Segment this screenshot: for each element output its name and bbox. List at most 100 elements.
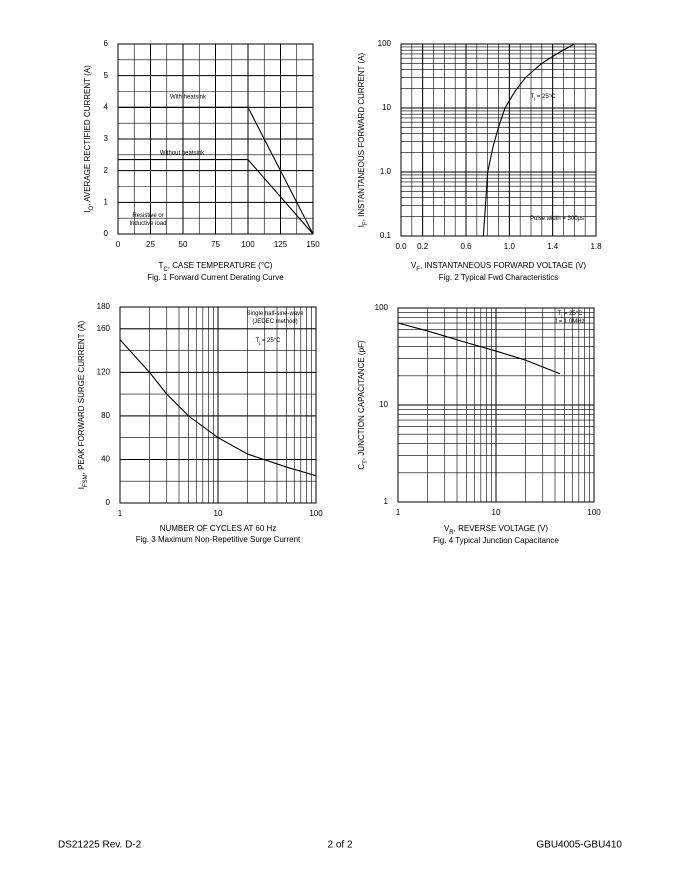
x-axis-label: VR, REVERSE VOLTAGE (V): [444, 524, 548, 535]
annotation: (JEDEC method): [252, 319, 297, 325]
x-tick-label: 10: [214, 509, 223, 518]
curve: [397, 322, 561, 375]
annotation-part: Single half-sine-wave: [246, 311, 304, 317]
curve: [118, 106, 314, 235]
series-label: Without heatsink: [160, 151, 205, 157]
x-tick-label: 150: [306, 240, 320, 249]
x-axis-label-part: , REVERSE VOLTAGE (V): [454, 524, 549, 533]
x-axis-label-part: F: [416, 267, 420, 273]
x-tick-label: 75: [211, 240, 220, 249]
y-axis-label-part: F: [363, 221, 369, 225]
y-tick-label: 6: [104, 39, 109, 48]
plot-frame: [400, 43, 597, 237]
annotation-part: Pulse width = 300µs: [530, 216, 584, 222]
plot-frame: [397, 307, 595, 503]
y-tick-label: 1: [384, 497, 389, 506]
y-axis-label-part: , PEAK FORWARD SURGE CURRENT (A): [77, 320, 86, 474]
y-tick-label: 120: [97, 367, 111, 376]
x-tick-label: 1.0: [504, 242, 516, 251]
y-axis-label-part: , INSTANTANEOUS FORWARD CURRENT (A): [357, 52, 366, 221]
y-tick-label: 80: [101, 411, 110, 420]
y-axis-label: IO, AVERAGE RECTIFIED CURRENT (A): [83, 65, 94, 213]
x-axis-label-part: , INSTANTANEOUS FORWARD VOLTAGE (V): [420, 261, 586, 270]
y-axis-label-part: , AVERAGE RECTIFIED CURRENT (A): [83, 65, 92, 206]
y-axis-label-part: T: [363, 460, 369, 464]
y-axis-label-part: I: [357, 225, 366, 227]
curve: [482, 43, 575, 237]
y-tick-label: 180: [97, 302, 111, 311]
y-tick-label: 0: [106, 498, 111, 507]
footer-doc: DS21225 Rev. D-2: [58, 840, 142, 851]
plot-frame: [119, 306, 317, 504]
annotation: Tj = 25°C: [256, 338, 282, 345]
annotation-part: T: [256, 338, 260, 344]
y-tick-label: 2: [104, 166, 109, 175]
x-axis-label-part: NUMBER OF CYCLES AT 60 Hz: [160, 524, 277, 533]
y-axis-label: IFSM, PEAK FORWARD SURGE CURRENT (A): [77, 320, 88, 489]
figure-caption: Fig. 2 Typical Fwd Characteristics: [439, 273, 558, 282]
x-axis-label: TC, CASE TEMPERATURE (°C): [159, 261, 273, 272]
annotation: Inductive load: [129, 221, 166, 227]
y-tick-label: 0.1: [380, 231, 392, 240]
y-tick-label: 10: [382, 103, 391, 112]
annotation: Resistive or: [132, 213, 163, 219]
y-tick-label: 100: [378, 39, 392, 48]
x-axis-label-part: V: [444, 524, 450, 533]
curve: [119, 339, 317, 477]
y-axis-label: CT, JUNCTION CAPACITANCE (pF): [357, 340, 368, 469]
x-tick-label: 0.6: [460, 242, 472, 251]
y-axis-label-part: FSM: [83, 474, 89, 487]
x-tick-label: 1.4: [547, 242, 559, 251]
annotation-part: = 25°C: [535, 94, 556, 100]
x-tick-label: 100: [587, 508, 601, 517]
annotation-part: T: [531, 94, 535, 100]
y-tick-label: 10: [379, 400, 388, 409]
y-axis-label-part: O: [89, 206, 95, 211]
x-axis-label-part: V: [411, 261, 417, 270]
annotation-part: j: [258, 340, 260, 345]
y-tick-label: 0: [104, 229, 109, 238]
figure-caption: Fig. 3 Maximum Non-Repetitive Surge Curr…: [136, 535, 301, 544]
x-tick-label: 25: [146, 240, 155, 249]
annotation-part: Resistive or: [132, 213, 163, 219]
annotation-part: (JEDEC method): [252, 319, 297, 325]
figure-caption: Fig. 1 Forward Current Derating Curve: [147, 273, 284, 282]
annotation-part: j: [560, 313, 562, 318]
annotation: Tj = 25°C: [558, 311, 584, 318]
annotation: f = 1.0MHz: [555, 319, 584, 325]
y-tick-label: 1: [104, 197, 109, 206]
x-tick-label: 1: [118, 509, 123, 518]
x-tick-label: 10: [492, 508, 501, 517]
annotation: Pulse width = 300µs: [530, 216, 584, 222]
x-axis-label: VF, INSTANTANEOUS FORWARD VOLTAGE (V): [411, 261, 586, 272]
y-axis-label-part: I: [83, 211, 92, 213]
y-tick-label: 1.0: [380, 167, 392, 176]
footer-page: 2 of 2: [327, 840, 352, 851]
annotation-part: = 25°C: [260, 338, 281, 344]
x-axis-label-part: , CASE TEMPERATURE (°C): [168, 261, 273, 270]
y-tick-label: 160: [97, 324, 111, 333]
y-tick-label: 3: [104, 134, 109, 143]
annotation-part: Inductive load: [129, 221, 166, 227]
x-axis-label-part: C: [163, 267, 168, 273]
annotation-part: j: [533, 96, 535, 101]
x-axis-label-part: R: [449, 530, 454, 536]
y-axis-label: IF, INSTANTANEOUS FORWARD CURRENT (A): [357, 52, 368, 227]
footer-part: GBU4005-GBU410: [536, 840, 622, 851]
x-axis-label-part: T: [159, 261, 164, 270]
x-tick-label: 125: [274, 240, 288, 249]
y-tick-label: 5: [104, 71, 109, 80]
annotation-part: T: [558, 311, 562, 317]
plot-frame: [117, 43, 314, 235]
x-tick-label: 1: [396, 508, 401, 517]
annotation-part: = 25°C: [562, 311, 583, 317]
y-tick-label: 100: [375, 303, 389, 312]
x-tick-label: 0: [116, 240, 121, 249]
x-tick-label: 0.2: [417, 242, 429, 251]
x-tick-label: 1.8: [590, 242, 602, 251]
x-tick-label: 0.0: [395, 242, 407, 251]
x-tick-label: 50: [179, 240, 188, 249]
curve: [118, 159, 314, 235]
y-tick-label: 4: [104, 102, 109, 111]
